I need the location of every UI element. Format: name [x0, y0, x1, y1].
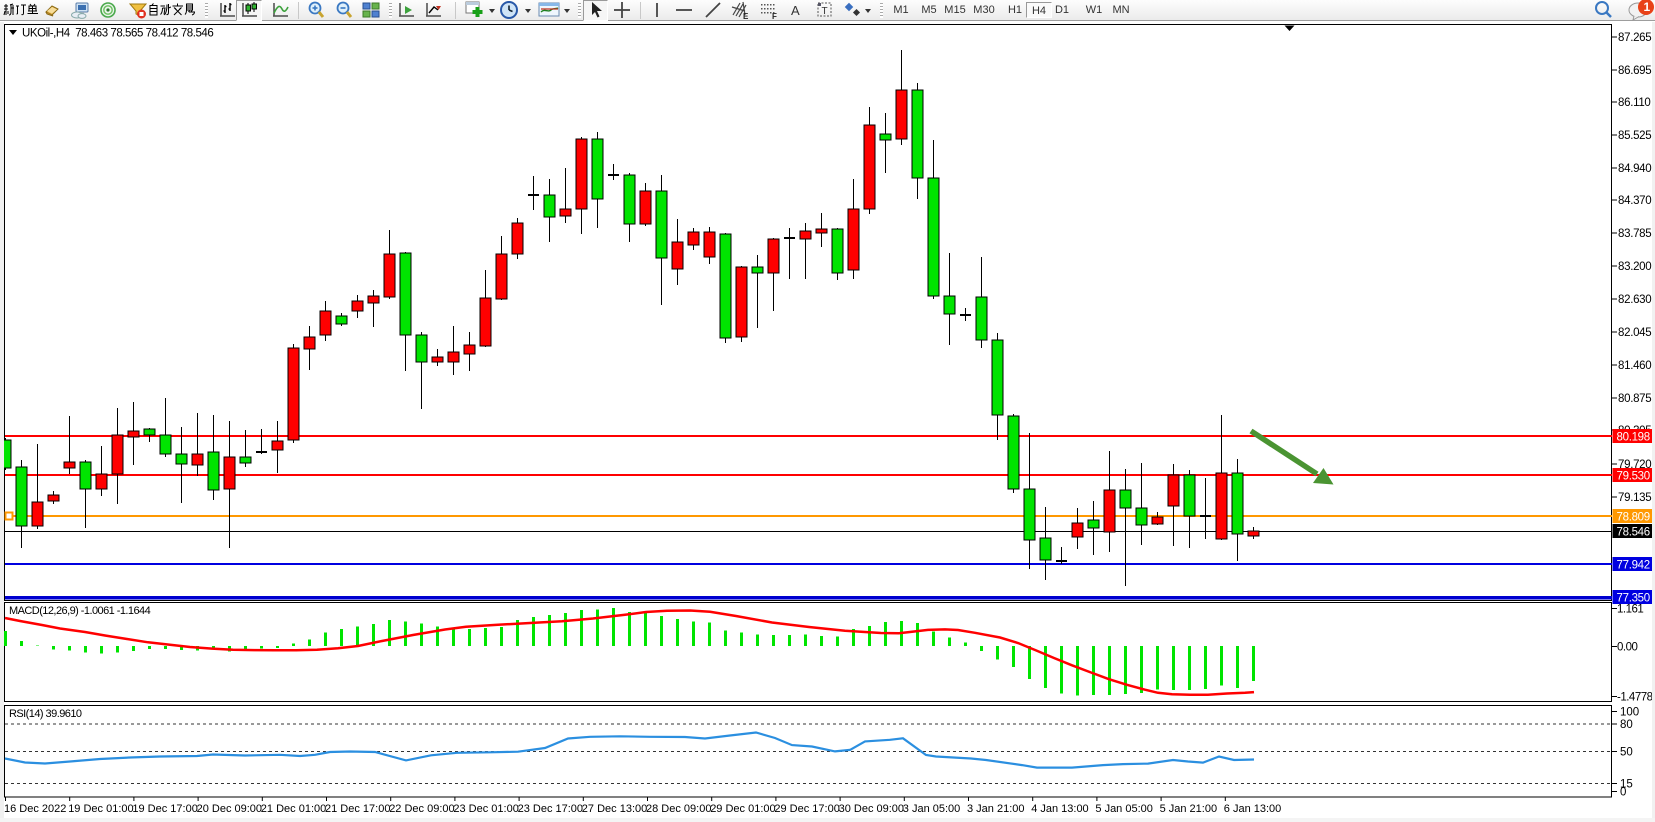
svg-text:85.525: 85.525 — [1618, 130, 1651, 142]
svg-text:84.370: 84.370 — [1618, 195, 1651, 207]
svg-text:80.198: 80.198 — [1617, 432, 1650, 444]
svg-text:86.110: 86.110 — [1618, 97, 1651, 109]
svg-text:-1.4778: -1.4778 — [1617, 692, 1653, 704]
svg-text:19 Dec 01:00: 19 Dec 01:00 — [68, 803, 133, 815]
svg-text:77.942: 77.942 — [1617, 560, 1650, 572]
svg-text:86.695: 86.695 — [1618, 65, 1651, 77]
svg-text:82.045: 82.045 — [1618, 327, 1651, 339]
svg-text:3 Jan 05:00: 3 Jan 05:00 — [903, 803, 961, 815]
svg-text:5 Jan 05:00: 5 Jan 05:00 — [1095, 803, 1153, 815]
svg-text:F: F — [772, 12, 777, 20]
svg-text:50: 50 — [1620, 747, 1633, 759]
svg-text:80: 80 — [1620, 719, 1633, 731]
svg-text:21 Dec 17:00: 21 Dec 17:00 — [325, 803, 390, 815]
svg-text:82.630: 82.630 — [1618, 294, 1651, 306]
svg-text:15: 15 — [1620, 779, 1633, 791]
svg-text:29 Dec 17:00: 29 Dec 17:00 — [774, 803, 839, 815]
svg-text:78.809: 78.809 — [1617, 512, 1650, 524]
svg-text:21 Dec 01:00: 21 Dec 01:00 — [261, 803, 326, 815]
svg-text:4 Jan 13:00: 4 Jan 13:00 — [1031, 803, 1089, 815]
svg-text:E: E — [743, 12, 749, 20]
svg-text:MACD(12,26,9) -1.0061 -1.1644: MACD(12,26,9) -1.0061 -1.1644 — [9, 605, 151, 617]
svg-text:30 Dec 09:00: 30 Dec 09:00 — [839, 803, 904, 815]
svg-text:29 Dec 01:00: 29 Dec 01:00 — [710, 803, 775, 815]
svg-text:UKOil-,H4 78.463 78.565 78.41: UKOil-,H4 78.463 78.565 78.412 78.546 — [22, 28, 213, 40]
svg-text:1: 1 — [1644, 0, 1651, 14]
svg-text:79.530: 79.530 — [1617, 471, 1650, 483]
svg-text:3 Jan 21:00: 3 Jan 21:00 — [967, 803, 1025, 815]
svg-text:78.546: 78.546 — [1617, 527, 1650, 539]
svg-text:T: T — [822, 6, 828, 17]
svg-text:1.161: 1.161 — [1617, 604, 1643, 616]
svg-text:23 Dec 01:00: 23 Dec 01:00 — [453, 803, 518, 815]
svg-text:27 Dec 13:00: 27 Dec 13:00 — [582, 803, 647, 815]
svg-text:23 Dec 17:00: 23 Dec 17:00 — [518, 803, 583, 815]
svg-text:5 Jan 21:00: 5 Jan 21:00 — [1160, 803, 1218, 815]
svg-text:28 Dec 09:00: 28 Dec 09:00 — [646, 803, 711, 815]
svg-text:84.940: 84.940 — [1618, 163, 1651, 175]
svg-text:77.350: 77.350 — [1617, 593, 1650, 605]
svg-text:20 Dec 09:00: 20 Dec 09:00 — [197, 803, 262, 815]
svg-text:0.00: 0.00 — [1617, 642, 1637, 654]
svg-text:83.785: 83.785 — [1618, 228, 1651, 240]
svg-text:87.265: 87.265 — [1618, 32, 1651, 44]
svg-text:6 Jan 13:00: 6 Jan 13:00 — [1224, 803, 1282, 815]
svg-text:19 Dec 17:00: 19 Dec 17:00 — [132, 803, 197, 815]
svg-text:16 Dec 2022: 16 Dec 2022 — [4, 803, 66, 815]
svg-text:83.200: 83.200 — [1618, 261, 1651, 273]
svg-text:79.135: 79.135 — [1618, 492, 1651, 504]
svg-text:22 Dec 09:00: 22 Dec 09:00 — [389, 803, 454, 815]
svg-text:100: 100 — [1620, 707, 1639, 719]
svg-text:80.875: 80.875 — [1618, 393, 1651, 405]
svg-text:81.460: 81.460 — [1618, 360, 1651, 372]
svg-text:RSI(14) 39.9610: RSI(14) 39.9610 — [9, 708, 82, 720]
svg-text:0: 0 — [1620, 787, 1626, 799]
